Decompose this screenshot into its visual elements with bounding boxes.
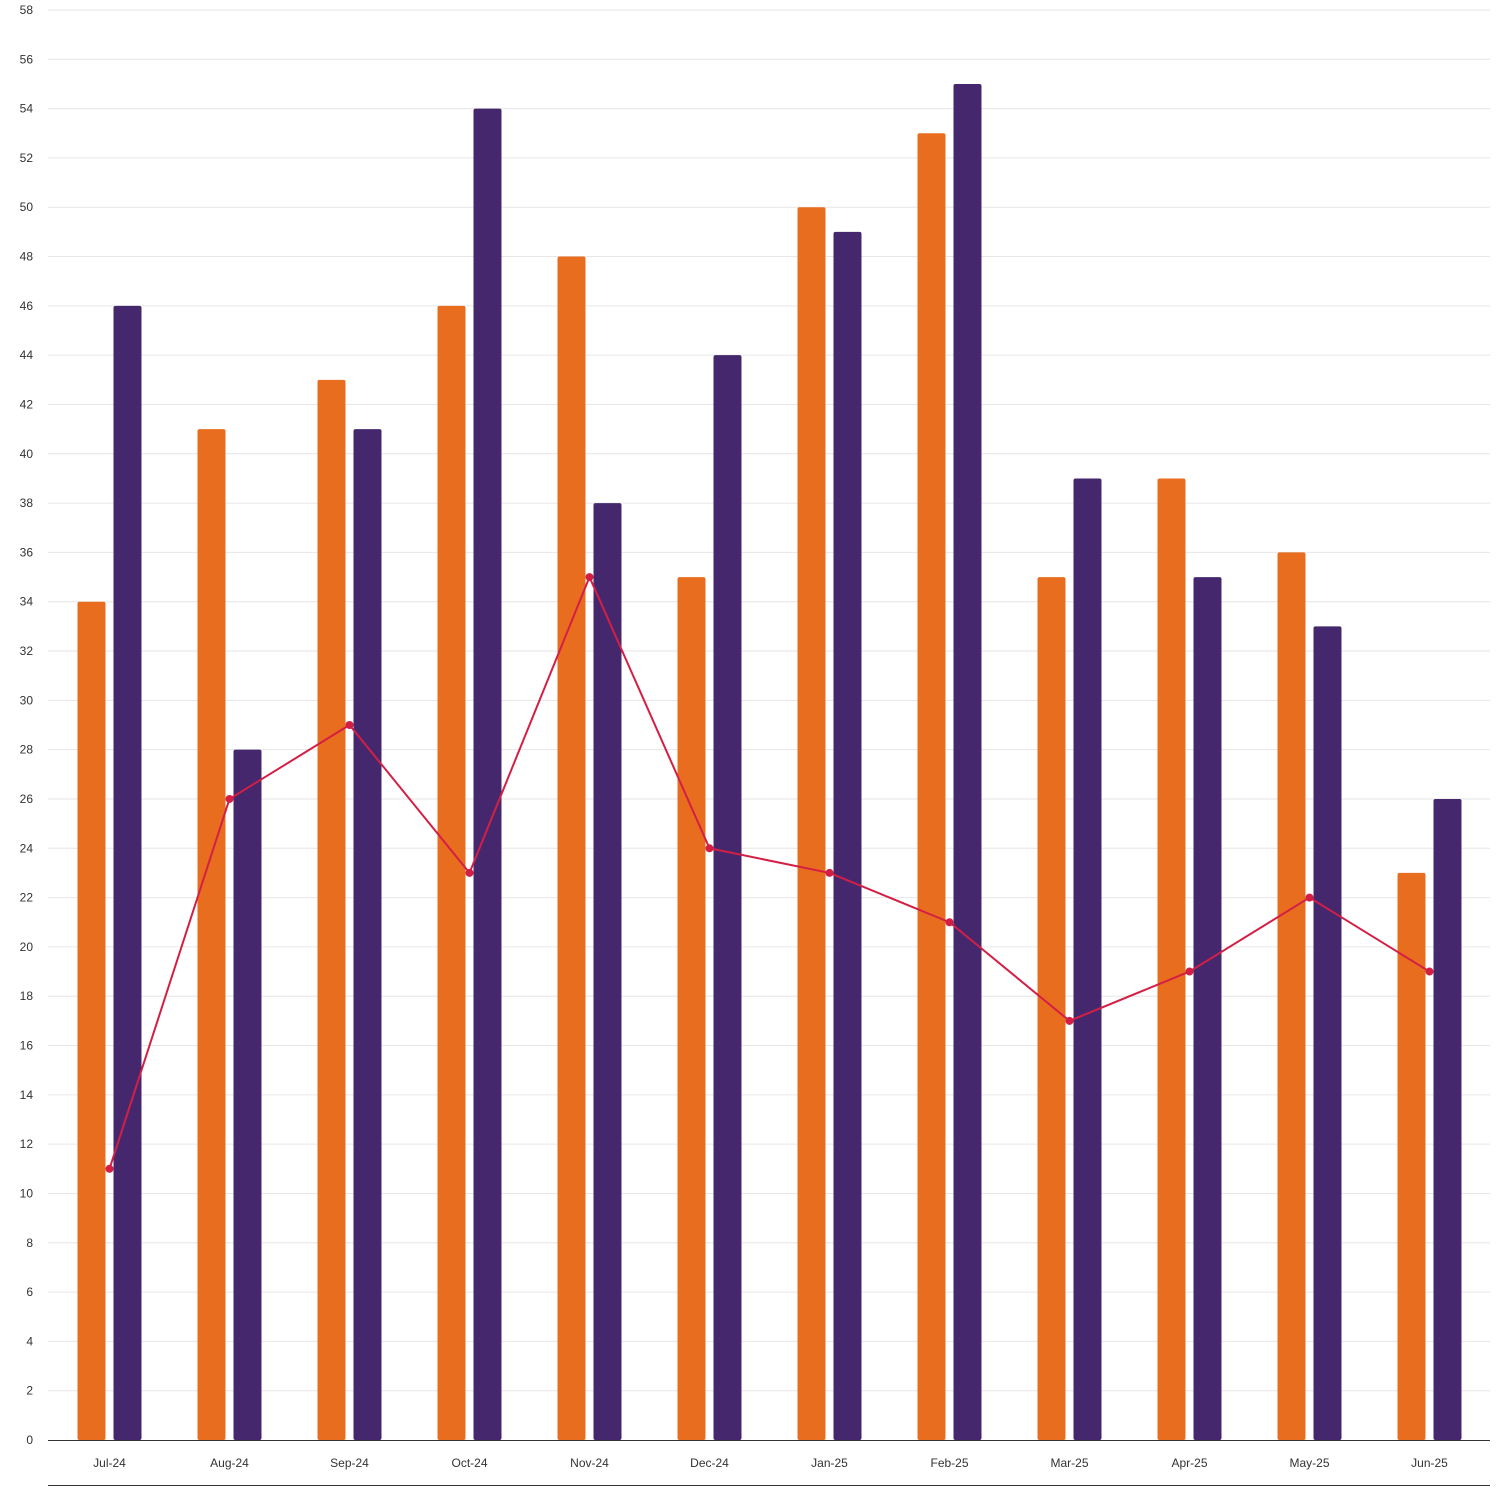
y-tick-label: 14 — [20, 1088, 34, 1102]
line-point-Aug-24 — [225, 794, 234, 803]
bar-series-2-Jun-25 — [1433, 798, 1462, 1440]
y-tick-label: 30 — [20, 693, 34, 707]
bar-series-2-May-25 — [1313, 626, 1342, 1440]
y-tick-label: 4 — [26, 1334, 33, 1348]
x-tick-label: Jan-25 — [811, 1456, 848, 1470]
line-point-Mar-25 — [1065, 1016, 1074, 1025]
bar-series-2-Aug-24 — [233, 749, 262, 1440]
y-tick-label: 12 — [20, 1137, 34, 1151]
bar-series-2-Sep-24 — [353, 429, 382, 1440]
bar-series-1-Sep-24 — [317, 379, 346, 1440]
bar-series-2-Nov-24 — [593, 503, 622, 1440]
bar-series-2-Mar-25 — [1073, 478, 1102, 1441]
y-tick-label: 40 — [20, 447, 34, 461]
bar-series-1-Jul-24 — [77, 601, 106, 1440]
bars — [77, 83, 1462, 1441]
x-tick-label: Aug-24 — [210, 1456, 249, 1470]
y-tick-label: 42 — [20, 397, 34, 411]
bar-series-1-Aug-24 — [197, 429, 226, 1440]
bar-series-1-Mar-25 — [1037, 577, 1066, 1440]
y-tick-label: 16 — [20, 1039, 34, 1053]
y-tick-label: 8 — [26, 1236, 33, 1250]
line-series — [105, 573, 1434, 1173]
line-point-Oct-24 — [465, 868, 474, 877]
x-tick-label: Feb-25 — [930, 1456, 968, 1470]
bar-series-1-Dec-24 — [677, 577, 706, 1440]
line-point-Dec-24 — [705, 844, 714, 853]
y-tick-label: 48 — [20, 250, 34, 264]
y-tick-label: 58 — [20, 3, 34, 17]
bar-series-1-Apr-25 — [1157, 478, 1186, 1441]
x-tick-label: Jul-24 — [93, 1456, 126, 1470]
bar-series-1-Nov-24 — [557, 256, 586, 1440]
x-tick-label: May-25 — [1289, 1456, 1329, 1470]
line-point-Nov-24 — [585, 573, 594, 582]
y-tick-label: 46 — [20, 299, 34, 313]
bar-series-1-Oct-24 — [437, 305, 466, 1440]
line-point-Jan-25 — [825, 868, 834, 877]
x-axis-tick-labels: Jul-24 Aug-24 Sep-24 Oct-24 Nov-24 Dec-24 Jan-… — [93, 1456, 1448, 1470]
y-tick-label: 56 — [20, 52, 34, 66]
line-point-Jul-24 — [105, 1164, 114, 1173]
y-tick-label: 32 — [20, 644, 34, 658]
line-point-May-25 — [1305, 893, 1314, 902]
axes — [48, 1440, 1490, 1486]
gridlines — [48, 9, 1490, 1392]
y-tick-label: 22 — [20, 891, 34, 905]
x-tick-label: Nov-24 — [570, 1456, 609, 1470]
x-tick-label: Dec-24 — [690, 1456, 729, 1470]
y-tick-label: 18 — [20, 989, 34, 1003]
line-point-Feb-25 — [945, 918, 954, 927]
x-tick-label: Mar-25 — [1050, 1456, 1088, 1470]
y-tick-label: 10 — [20, 1186, 34, 1200]
x-tick-label: Jun-25 — [1411, 1456, 1448, 1470]
y-tick-label: 26 — [20, 792, 34, 806]
y-tick-label: 52 — [20, 151, 34, 165]
x-tick-label: Sep-24 — [330, 1456, 369, 1470]
bar-series-2-Jan-25 — [833, 231, 862, 1441]
y-tick-label: 44 — [20, 348, 34, 362]
y-axis-tick-labels: 0246810121416182022242628303234363840424… — [20, 3, 34, 1447]
y-tick-label: 34 — [20, 595, 34, 609]
y-tick-label: 54 — [20, 102, 34, 116]
y-tick-label: 6 — [26, 1285, 33, 1299]
y-tick-label: 28 — [20, 743, 34, 757]
y-tick-label: 2 — [26, 1384, 33, 1398]
bar-series-1-May-25 — [1277, 552, 1306, 1440]
bar-series-2-Oct-24 — [473, 108, 502, 1440]
bar-series-2-Apr-25 — [1193, 577, 1222, 1440]
bar-series-2-Jul-24 — [113, 305, 142, 1440]
y-tick-label: 38 — [20, 496, 34, 510]
line-point-Apr-25 — [1185, 967, 1194, 976]
x-tick-label: Oct-24 — [451, 1456, 487, 1470]
bar-series-1-Jun-25 — [1397, 872, 1426, 1440]
bar-series-2-Dec-24 — [713, 355, 742, 1441]
y-tick-label: 20 — [20, 940, 34, 954]
y-tick-label: 24 — [20, 841, 34, 855]
y-tick-label: 50 — [20, 200, 34, 214]
bar-series-1-Feb-25 — [917, 133, 946, 1440]
y-tick-label: 36 — [20, 545, 34, 559]
line-point-Jun-25 — [1425, 967, 1434, 976]
line-point-Sep-24 — [345, 721, 354, 729]
bar-series-2-Feb-25 — [953, 83, 982, 1440]
line-series-1 — [108, 576, 1431, 1170]
x-tick-label: Apr-25 — [1171, 1456, 1207, 1470]
y-tick-label: 0 — [26, 1433, 33, 1447]
bar-series-1-Jan-25 — [797, 207, 826, 1441]
